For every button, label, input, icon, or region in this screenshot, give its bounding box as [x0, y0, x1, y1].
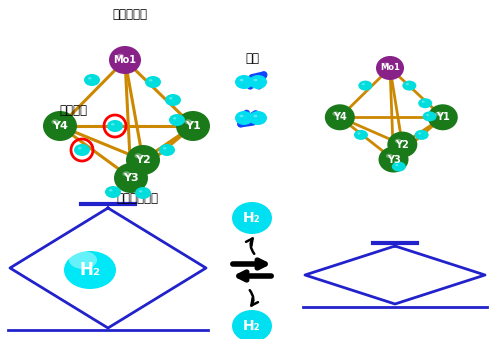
Text: H₂: H₂: [243, 319, 261, 333]
Ellipse shape: [249, 75, 267, 89]
Text: Mo1: Mo1: [380, 63, 400, 73]
Text: H₂: H₂: [243, 211, 261, 225]
Ellipse shape: [169, 114, 185, 126]
Text: H₂: H₂: [80, 261, 100, 279]
Ellipse shape: [422, 101, 425, 103]
Ellipse shape: [435, 112, 442, 116]
Ellipse shape: [354, 130, 368, 140]
Ellipse shape: [134, 153, 142, 158]
Ellipse shape: [386, 154, 392, 158]
Ellipse shape: [64, 251, 116, 289]
Text: ヒドリド: ヒドリド: [59, 103, 87, 117]
Ellipse shape: [418, 133, 422, 135]
Ellipse shape: [78, 147, 82, 149]
Ellipse shape: [235, 111, 253, 125]
Ellipse shape: [392, 162, 406, 172]
Ellipse shape: [414, 130, 428, 140]
Ellipse shape: [149, 79, 152, 81]
Ellipse shape: [378, 146, 408, 173]
Ellipse shape: [358, 81, 372, 91]
Text: Y2: Y2: [396, 140, 409, 149]
Ellipse shape: [165, 94, 181, 106]
Text: Y2: Y2: [135, 155, 151, 165]
Text: イットリウム: イットリウム: [116, 192, 158, 204]
Ellipse shape: [332, 112, 339, 116]
Ellipse shape: [114, 163, 148, 193]
Text: モリブデン: モリブデン: [112, 7, 148, 20]
Ellipse shape: [111, 123, 114, 125]
Ellipse shape: [426, 114, 429, 116]
Ellipse shape: [388, 132, 418, 158]
Ellipse shape: [52, 119, 59, 124]
Ellipse shape: [126, 145, 160, 175]
Ellipse shape: [88, 77, 92, 79]
Ellipse shape: [240, 115, 244, 117]
Ellipse shape: [376, 56, 404, 80]
Ellipse shape: [358, 133, 360, 135]
Ellipse shape: [394, 139, 402, 143]
Ellipse shape: [109, 46, 141, 74]
Ellipse shape: [163, 147, 166, 149]
Ellipse shape: [235, 75, 253, 89]
Ellipse shape: [254, 79, 258, 81]
Ellipse shape: [122, 171, 130, 176]
Ellipse shape: [362, 83, 365, 85]
Text: Y1: Y1: [185, 121, 201, 131]
Ellipse shape: [184, 119, 192, 124]
Ellipse shape: [159, 144, 175, 156]
Ellipse shape: [139, 190, 142, 193]
Ellipse shape: [173, 117, 176, 119]
Text: Y3: Y3: [386, 155, 400, 164]
Ellipse shape: [396, 164, 398, 166]
Ellipse shape: [406, 83, 409, 85]
Ellipse shape: [109, 189, 112, 192]
Ellipse shape: [69, 251, 97, 269]
Text: Y4: Y4: [333, 112, 346, 122]
Ellipse shape: [254, 115, 258, 117]
Ellipse shape: [422, 112, 436, 121]
Ellipse shape: [84, 74, 100, 86]
Ellipse shape: [383, 63, 389, 67]
Text: Y1: Y1: [436, 112, 450, 122]
Text: Y3: Y3: [123, 173, 139, 183]
Ellipse shape: [117, 54, 124, 58]
Ellipse shape: [402, 81, 416, 91]
Ellipse shape: [240, 79, 244, 81]
Ellipse shape: [232, 310, 272, 339]
Ellipse shape: [176, 111, 210, 141]
Ellipse shape: [135, 187, 151, 199]
Text: Y4: Y4: [52, 121, 68, 131]
Ellipse shape: [232, 202, 272, 234]
Ellipse shape: [74, 144, 90, 156]
Ellipse shape: [43, 111, 77, 141]
Ellipse shape: [428, 104, 458, 130]
Ellipse shape: [249, 111, 267, 125]
Ellipse shape: [418, 98, 432, 108]
Ellipse shape: [169, 97, 172, 99]
Text: Mo1: Mo1: [114, 55, 136, 65]
Ellipse shape: [145, 76, 161, 88]
Text: 水素: 水素: [245, 52, 259, 64]
Ellipse shape: [107, 120, 123, 132]
Ellipse shape: [105, 186, 121, 198]
Ellipse shape: [325, 104, 355, 130]
